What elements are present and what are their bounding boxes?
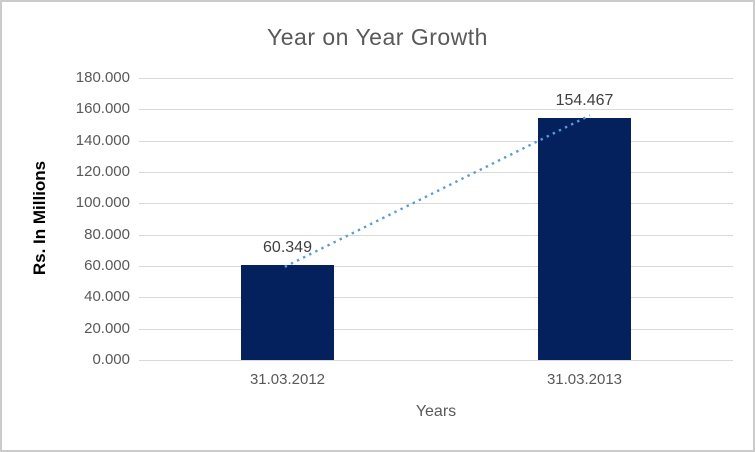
gridline xyxy=(139,328,733,330)
chart-title: Year on Year Growth xyxy=(267,24,488,50)
y-axis-tick-label: 40.000 xyxy=(84,288,130,306)
bar-31.03.2013 xyxy=(538,118,631,360)
y-axis-tick-label: 100.000 xyxy=(75,194,130,212)
y-axis-tick-label: 140.000 xyxy=(75,131,130,149)
data-label: 154.467 xyxy=(555,92,614,109)
gridline xyxy=(139,234,733,236)
x-axis-title: Years xyxy=(415,403,457,420)
y-axis-tick-label: 120.000 xyxy=(75,163,130,180)
data-label: 60.349 xyxy=(263,239,312,257)
y-axis-tick-label: 160.000 xyxy=(75,100,130,118)
y-axis-tick-label: 20.000 xyxy=(84,319,130,337)
trendline xyxy=(284,114,591,268)
gridline xyxy=(139,203,733,205)
plot-area: 60.349 154.467 xyxy=(139,78,733,361)
gridline xyxy=(139,266,733,267)
gridline xyxy=(139,172,733,173)
gridline xyxy=(139,360,733,361)
gridline xyxy=(139,78,733,79)
gridline xyxy=(139,140,733,142)
gridline xyxy=(139,297,733,299)
y-axis-tick-label: 80.000 xyxy=(84,225,130,243)
x-axis-tick-label: 31.03.2012 xyxy=(249,371,326,388)
gridline xyxy=(139,109,733,111)
bar-31.03.2012 xyxy=(241,265,334,360)
y-axis-tick-label: 180.000 xyxy=(75,69,130,86)
x-axis-tick-label: 31.03.2013 xyxy=(546,371,623,388)
y-axis-tick-label: 0.000 xyxy=(92,351,130,368)
y-axis-tick-label: 60.000 xyxy=(84,257,130,274)
